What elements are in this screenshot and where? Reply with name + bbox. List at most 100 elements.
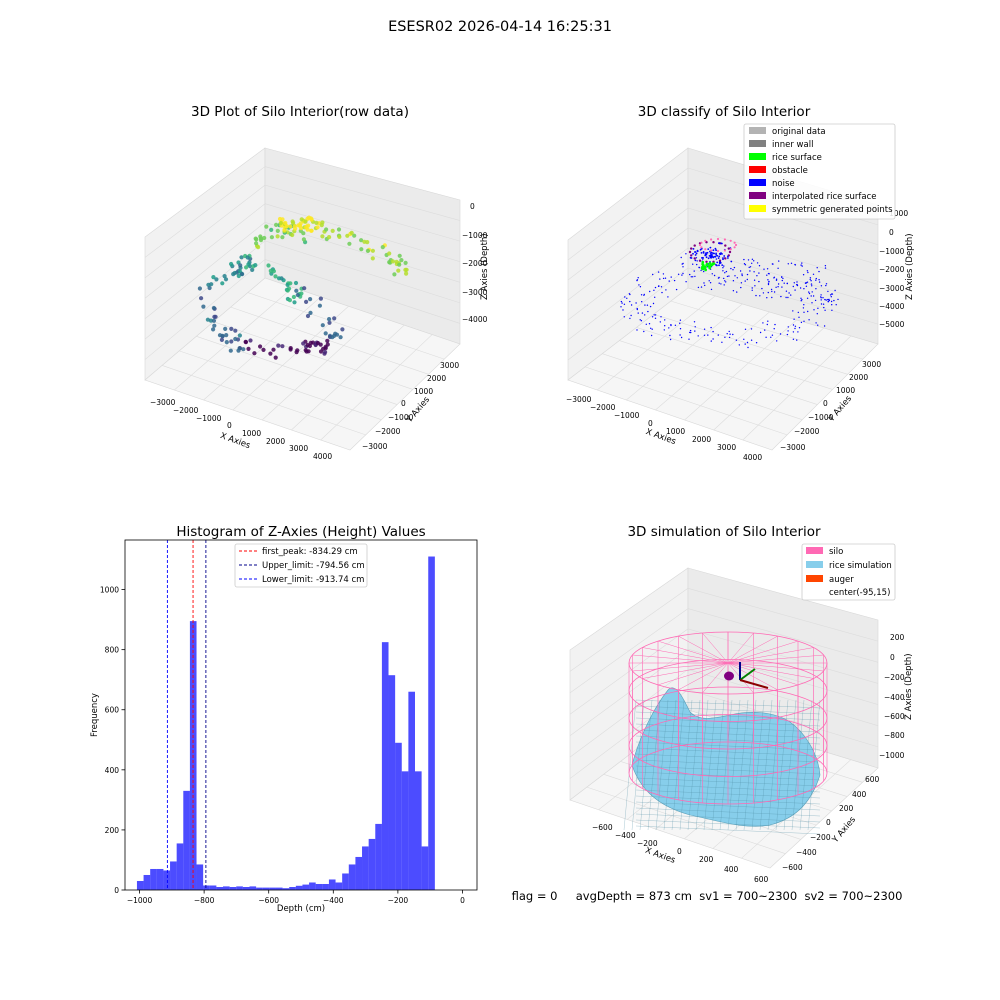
hist-bar [375,823,382,890]
hist-legend-entry-upper-limit: Upper_limit: -794.56 cm [239,561,365,571]
sim-y-tick: 200 [839,804,854,813]
noise-point [743,263,746,265]
noise-point [746,273,749,276]
rice-mesh-line [679,699,693,831]
noise-point [747,259,750,261]
raw-point [275,234,280,239]
raw-point [308,297,313,302]
noise-point [775,286,777,288]
rice-mesh-line [671,699,685,831]
noise-point [696,260,698,262]
legend-entry-noise: noise [749,179,795,189]
noise-point [793,282,795,284]
noise-point [764,329,766,331]
noise-point [822,297,824,299]
noise-point [692,276,694,278]
noise-point [759,331,762,334]
noise-point [705,253,708,256]
noise-point [817,324,819,326]
silo-ring-point [704,239,707,242]
noise-point [697,286,700,289]
raw-x-tick: 4000 [313,452,332,461]
noise-point [717,334,719,336]
noise-point [781,279,783,282]
raw-point [271,347,276,352]
hist-legend-label: Lower_limit: -913.74 cm [262,575,364,585]
raw-point [209,282,214,287]
noise-point [722,270,724,272]
classify-x-tick: −2000 [590,403,616,412]
noise-point [818,281,821,283]
raw-point [264,224,269,229]
noise-point [659,321,661,323]
legend-swatch [749,205,766,212]
raw-point [338,335,343,340]
interpolated-point [718,259,722,262]
raw-point [207,285,212,291]
noise-point [758,272,760,274]
raw-point [239,255,244,260]
auger-axis-y [739,668,756,681]
hist-y-tick-label: 200 [105,826,120,835]
hist-bar [282,888,290,890]
raw-x-tick: 1000 [242,429,261,438]
noise-point [738,344,740,346]
noise-point [806,297,809,299]
noise-point [799,287,802,289]
sim-legend-label: rice simulation [829,561,892,571]
gridline [264,184,461,242]
noise-point [806,281,809,283]
gridline [687,628,879,684]
raw-point [244,265,249,270]
silo-roof-line [642,662,729,679]
raw-point [201,304,206,309]
hist-legend-label: Upper_limit: -794.56 cm [262,561,365,571]
auger-marker [724,662,769,689]
interpolated-point [724,244,727,247]
raw-point [261,347,266,352]
raw-y-tick: −1000 [388,413,414,422]
raw-point [271,269,276,274]
noise-point [735,339,738,341]
gridline [687,207,879,265]
gridline [261,315,377,421]
raw-point [219,337,224,342]
raw-point [197,286,202,291]
raw-point [323,331,328,336]
classify-y-ticks: 3000 2000 1000 0 −1000 −2000 −3000 [780,360,881,452]
rice-mesh-line [635,819,821,829]
classify-x-tick: 0 [648,419,653,428]
raw-y-tick: 2000 [427,374,446,383]
noise-point [825,299,827,301]
noise-point [689,331,691,334]
hist-bar [196,864,204,890]
silo-roof-line [727,635,778,664]
raw-point [293,280,299,286]
raw-point [246,262,251,267]
hist-bar [309,882,316,890]
raw-point [287,298,292,303]
noise-point [815,288,817,290]
silo-roof-line [642,647,729,664]
noise-point [732,269,734,271]
noise-point [682,266,684,268]
noise-point [694,330,696,332]
noise-point [729,333,731,335]
raw-point [396,268,401,273]
classify-y-label: Y Axies [826,394,854,425]
raw-y-tick: 3000 [440,361,459,370]
classify-y-tick: −3000 [780,443,806,452]
raw-point [359,238,364,243]
raw-point [347,241,352,246]
hist-legend-entry-first-peak: first_peak: -834.29 cm [239,547,358,557]
noise-point [787,326,789,328]
hist-bar [163,870,171,890]
raw-point [199,296,204,301]
gridline [586,786,786,854]
rice-mesh-line [635,807,821,817]
noise-point [759,295,761,297]
hist-bar [381,642,389,890]
raw-point [269,235,274,240]
noise-point [762,322,764,324]
noise-point [803,320,805,322]
